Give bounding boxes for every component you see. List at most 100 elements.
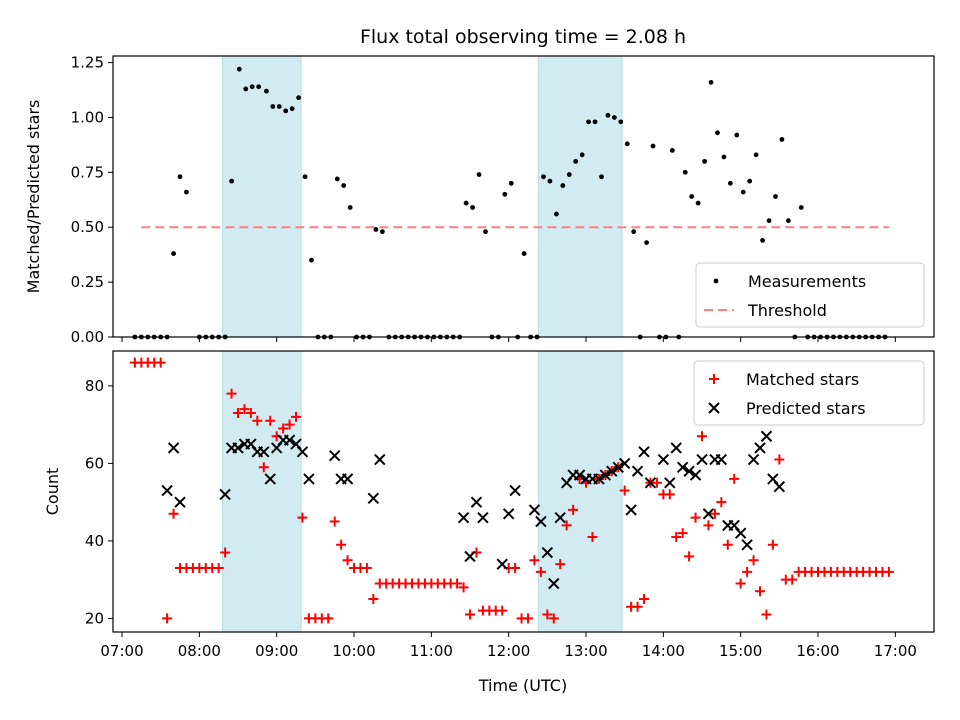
data-point (470, 205, 475, 210)
data-point (523, 613, 534, 624)
legend: Matched stars Predicted stars (693, 360, 925, 426)
data-point (374, 453, 386, 466)
data-point (502, 191, 508, 197)
data-point (683, 465, 695, 477)
data-point (722, 539, 733, 550)
series-measurements (132, 66, 888, 340)
data-point (740, 189, 746, 195)
data-point (323, 613, 334, 624)
data-point (458, 582, 469, 593)
data-point (593, 473, 605, 485)
data-point (258, 462, 269, 473)
data-point (256, 84, 262, 90)
data-point (184, 189, 189, 195)
data-point (715, 130, 720, 136)
data-point (599, 174, 604, 180)
data-point (734, 527, 747, 539)
data-point (779, 137, 785, 142)
data-point (309, 257, 314, 263)
data-point (226, 388, 237, 399)
data-point (760, 430, 773, 442)
data-point (341, 473, 354, 485)
data-point (612, 461, 624, 473)
data-point (579, 152, 585, 158)
data-point (638, 446, 650, 458)
data-point (483, 229, 488, 235)
top-panel: 0.00 0.25 0.50 0.75 1.00 1.25 Matched/Predicte… (24, 54, 935, 346)
data-point (560, 183, 566, 188)
data-point (566, 172, 572, 177)
data-point (463, 200, 469, 206)
legend-marker (709, 374, 719, 384)
data-point (625, 504, 637, 516)
data-point (650, 143, 656, 149)
data-point (773, 480, 786, 493)
shaded-span (222, 350, 302, 633)
data-point (689, 469, 702, 481)
data-point (703, 520, 714, 531)
data-point (167, 442, 180, 454)
y-tick-label: 0.00 (71, 328, 104, 346)
data-point (336, 539, 347, 550)
plot-frame (112, 350, 935, 633)
data-point (709, 508, 720, 519)
data-point (708, 79, 714, 85)
data-point (619, 485, 630, 496)
x-tick-label: 08:00 (178, 642, 221, 660)
x-tick-label: 10:00 (332, 642, 375, 660)
shaded-span (222, 55, 302, 338)
data-point (747, 178, 753, 184)
data-point (284, 419, 295, 430)
data-point (276, 104, 282, 109)
data-point (236, 66, 242, 72)
data-point (502, 508, 515, 520)
data-point (631, 465, 644, 477)
data-point (715, 453, 728, 466)
data-point (296, 446, 309, 458)
data-point (367, 492, 380, 504)
data-point (682, 169, 688, 175)
data-point (239, 404, 250, 415)
data-point (671, 532, 682, 543)
data-point (161, 484, 173, 497)
data-point (748, 555, 759, 566)
bottom-panel: 07:00 08:00 09:00 10:00 11:00 12:00 13:00 14:00… (43, 350, 935, 660)
data-point (727, 180, 733, 186)
data-point (587, 532, 598, 543)
data-point (252, 415, 263, 426)
data-point (618, 119, 624, 125)
data-point (155, 357, 166, 368)
data-point (477, 511, 489, 524)
series-predicted-stars (161, 430, 786, 590)
data-point (528, 504, 541, 516)
data-point (773, 194, 778, 199)
data-point (573, 158, 579, 164)
data-point (798, 205, 804, 210)
data-point (721, 154, 727, 160)
data-point (521, 251, 527, 256)
legend-label: Matched stars (746, 370, 859, 389)
x-tick-label: 11:00 (410, 642, 453, 660)
legend-box (693, 360, 925, 426)
data-point (883, 566, 894, 577)
legend: Measurements Threshold (695, 262, 925, 328)
data-point (592, 119, 598, 125)
data-point (258, 446, 270, 458)
x-axis-label: Time (UTC) (478, 676, 567, 695)
data-point (716, 497, 727, 508)
data-point (535, 515, 547, 528)
y-tick-label: 0.50 (71, 218, 104, 236)
legend-marker (713, 278, 719, 284)
shaded-span (537, 55, 623, 338)
data-point (639, 594, 650, 605)
data-point (677, 528, 688, 539)
data-point (632, 601, 643, 612)
data-point (548, 577, 560, 590)
x-tick-label: 17:00 (874, 642, 917, 660)
y-tick-label: 1.25 (71, 54, 104, 72)
data-point (510, 563, 521, 574)
data-point (761, 609, 772, 620)
data-point (177, 174, 183, 180)
data-point (644, 240, 649, 246)
data-point (735, 578, 746, 589)
